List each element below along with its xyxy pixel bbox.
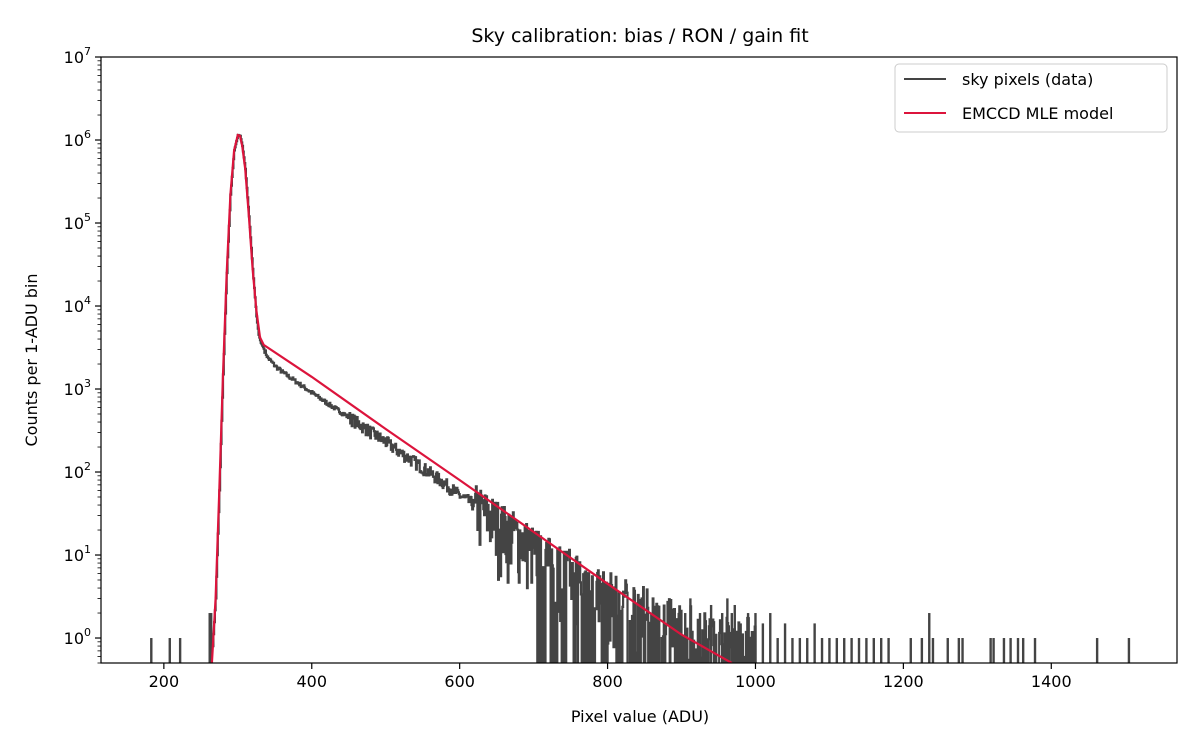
y-tick-label: 103 [64,377,91,399]
y-tick-label: 101 [64,543,91,565]
chart-title: Sky calibration: bias / RON / gain fit [471,25,808,47]
legend-label-data: sky pixels (data) [962,70,1093,89]
plot-area [100,56,1178,664]
x-tick-label: 1400 [1031,672,1072,691]
x-tick-label: 400 [296,672,327,691]
x-tick-label: 200 [149,672,180,691]
series-layer [150,133,1131,663]
y-axis: 100 101 102 103 104 105 106 107 [64,45,101,664]
x-tick-label: 1000 [735,672,776,691]
y-tick-label: 100 [64,626,91,648]
y-tick-label: 105 [64,211,91,233]
legend-box [894,63,1168,133]
y-tick-label: 106 [64,128,91,150]
x-tick-label: 800 [592,672,623,691]
y-tick-label: 107 [64,45,91,67]
y-tick-label: 102 [64,460,91,482]
legend: sky pixels (data) EMCCD MLE model [894,63,1168,133]
y-tick-label: 104 [64,294,91,316]
data-series-line [212,133,757,663]
x-axis: 200 400 600 800 1000 1200 1400 [149,663,1072,691]
x-axis-label: Pixel value (ADU) [571,707,709,726]
y-axis-label: Counts per 1-ADU bin [22,273,41,446]
plot-frame [100,56,1178,664]
x-tick-label: 600 [444,672,475,691]
x-tick-label: 1200 [883,672,924,691]
model-series-line [210,133,733,663]
legend-label-model: EMCCD MLE model [962,104,1113,123]
